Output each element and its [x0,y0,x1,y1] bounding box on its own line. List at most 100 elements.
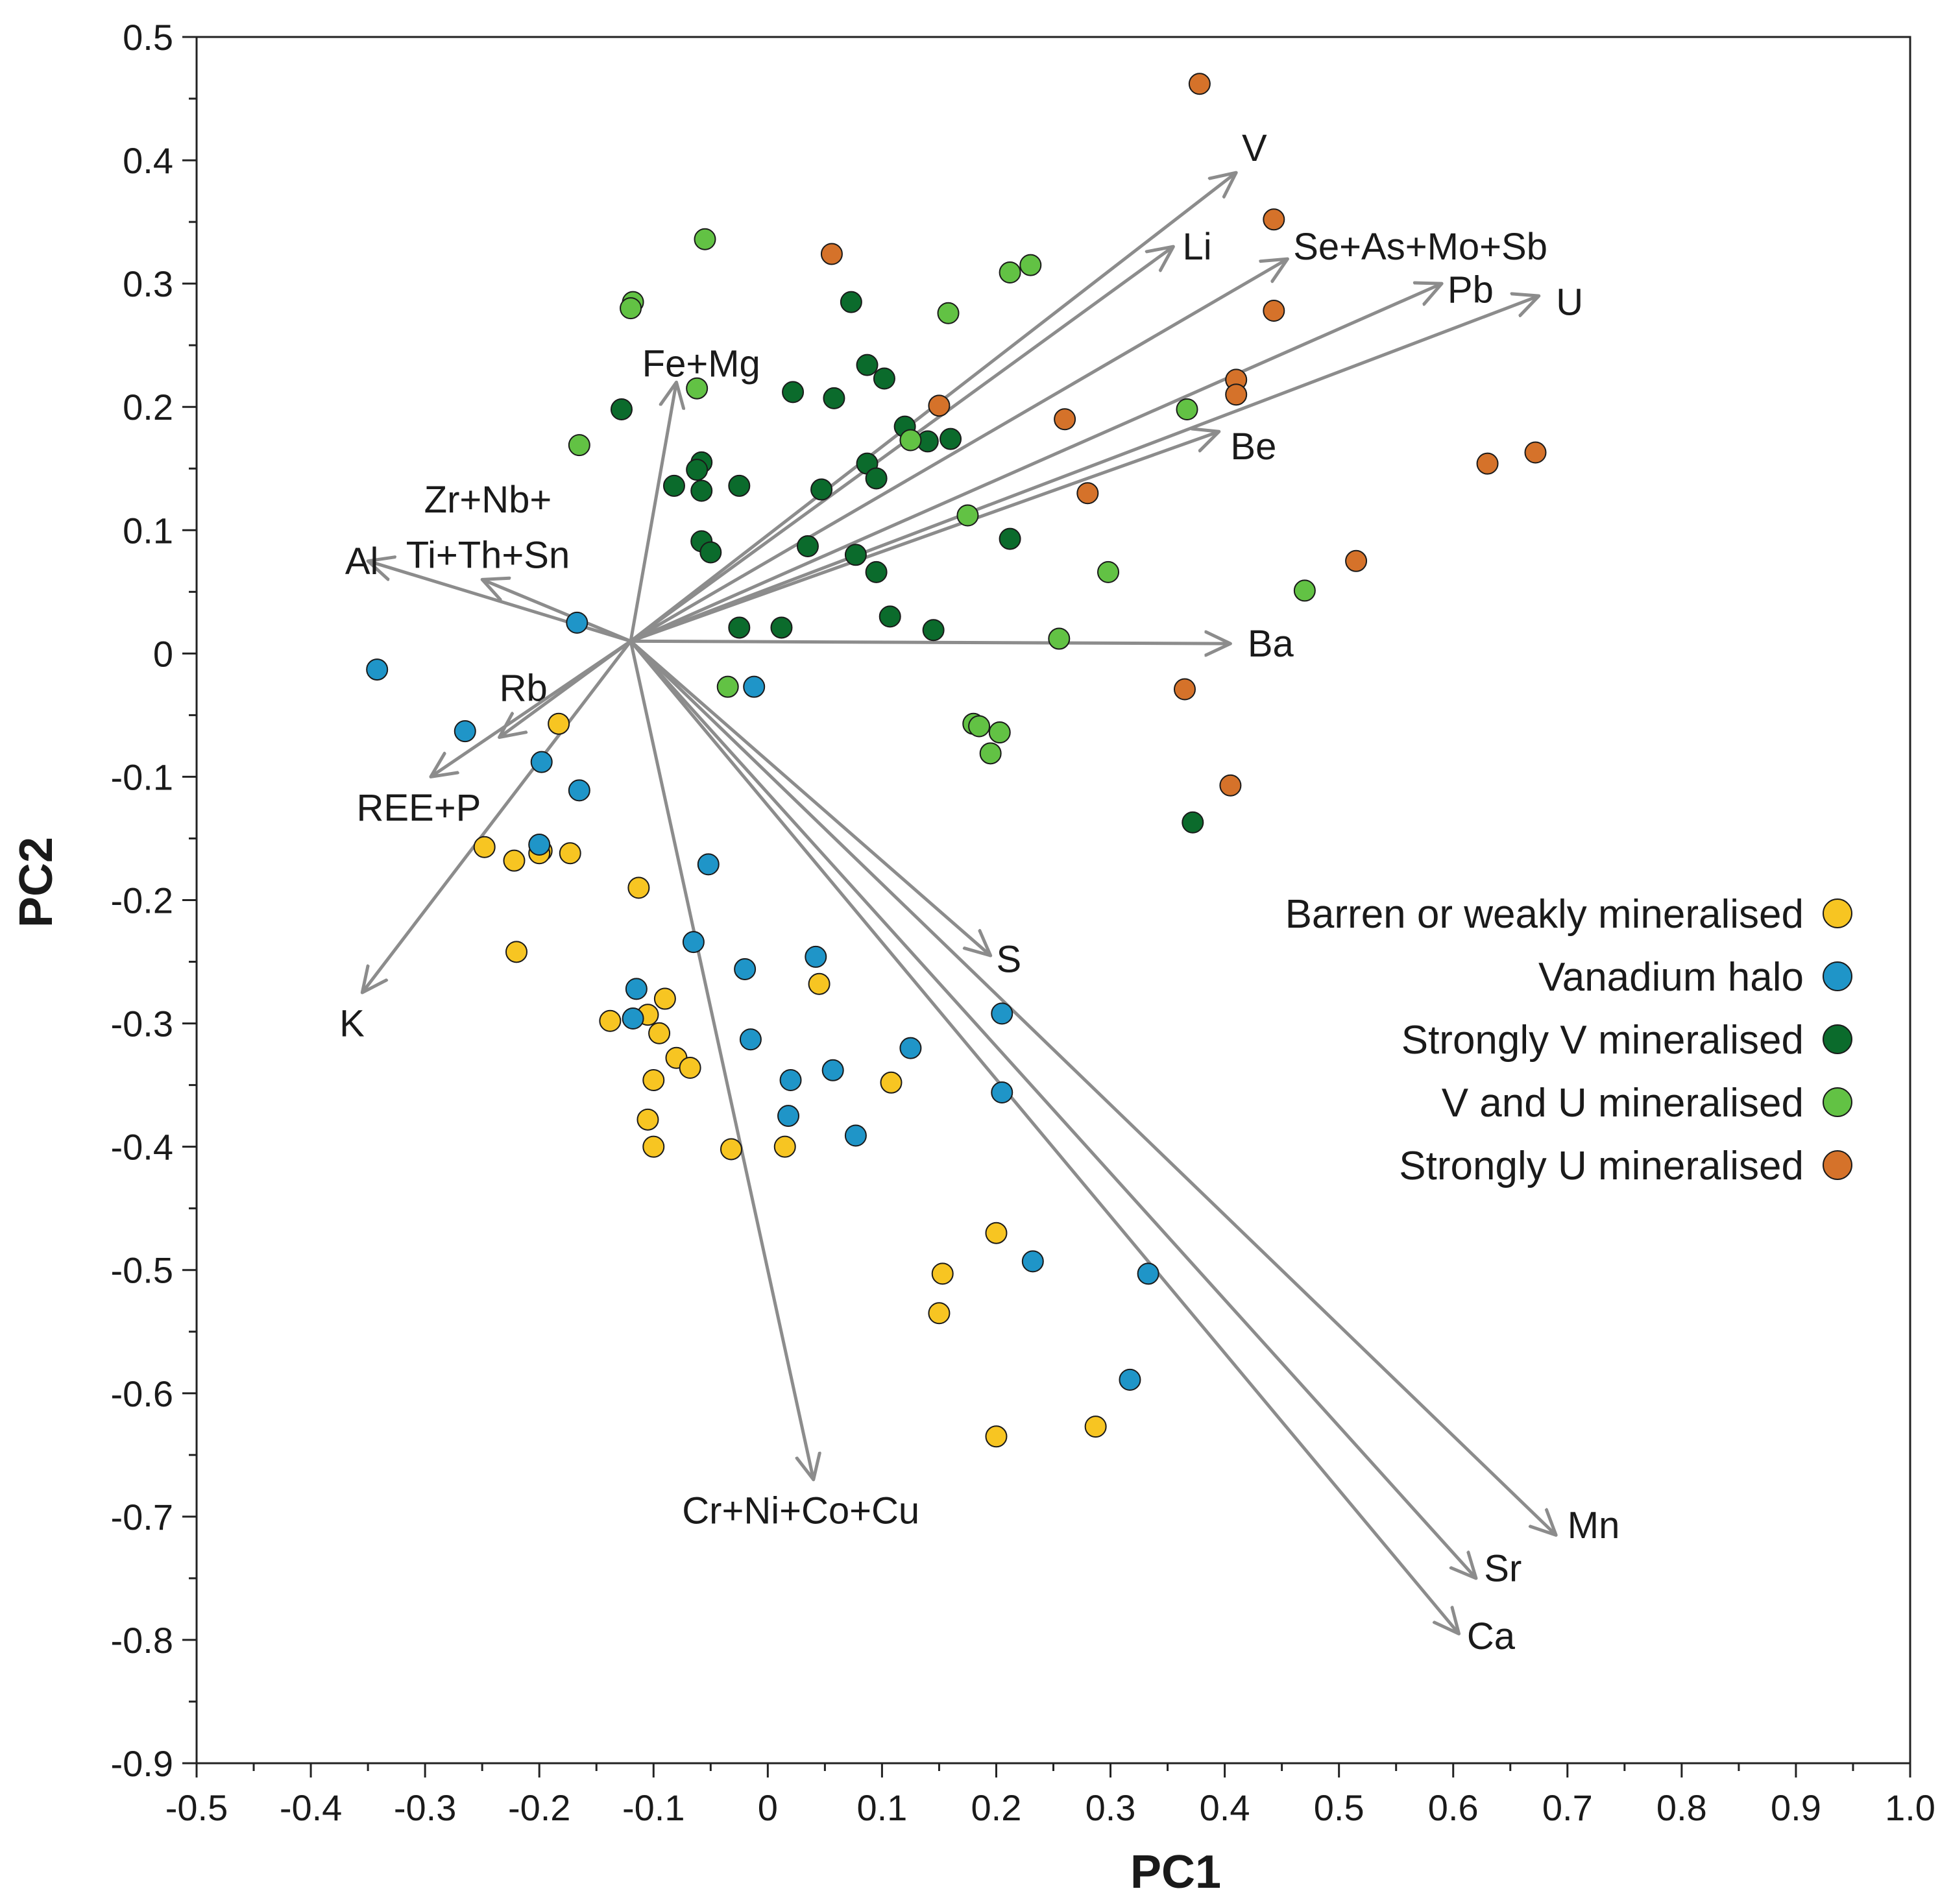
x-tick-label: 0 [758,1787,778,1828]
loading-arrow-se-as-mo-sb [629,259,1287,643]
data-point [1476,452,1499,475]
data-point [559,842,581,865]
data-point [686,377,709,400]
x-tick-label: -0.4 [280,1787,343,1828]
loading-label: Al [345,540,379,583]
data-point [796,535,819,557]
data-point [503,849,526,872]
loading-label: Li [1182,226,1211,268]
x-tick-label: -0.3 [394,1787,457,1828]
data-point [985,1222,1008,1244]
data-point [682,931,705,954]
data-point [899,1037,922,1059]
data-point [840,291,862,313]
data-point [777,1105,800,1127]
data-point [679,1056,701,1079]
loading-arrow-be [630,431,1219,643]
data-point [1119,1368,1141,1391]
data-point [366,658,389,681]
y-tick-label: -0.6 [111,1373,174,1414]
loading-label: V [1242,127,1267,169]
data-point [899,429,922,452]
loading-label: Cr+Ni+Co+Cu [682,1489,919,1532]
legend-marker [1823,1087,1852,1117]
x-tick-label: 0.2 [971,1787,1022,1828]
y-tick-label: -0.5 [111,1250,174,1291]
x-tick-label: 0.3 [1085,1787,1136,1828]
loading-arrow-mn [629,640,1556,1535]
data-point [999,527,1021,550]
data-point [928,394,951,417]
data-point [627,876,650,899]
y-tick-label: 0 [153,633,173,674]
data-point [734,958,757,980]
data-point [922,619,945,642]
x-tick-label: 0.7 [1542,1787,1593,1828]
data-point [770,616,793,639]
loading-arrow-k [362,640,633,993]
data-point [1263,208,1285,231]
data-point [662,474,685,497]
loading-arrow-cr-ni-co-cu [629,640,814,1479]
data-point [991,1081,1013,1104]
data-point [648,1022,671,1044]
data-point [999,261,1021,284]
y-tick-label: 0.1 [123,510,173,551]
legend-marker [1823,1024,1852,1054]
legend-marker [1823,961,1852,991]
x-axis-title: PC1 [1130,1846,1221,1898]
loading-label: Sr [1484,1548,1522,1590]
data-point [568,434,590,457]
data-point [622,1007,644,1030]
data-point [1293,579,1316,602]
data-point [528,833,551,856]
data-point [697,853,720,876]
loading-label: Ba [1248,623,1294,665]
data-point [642,1135,665,1158]
data-point [743,675,766,698]
loading-arrow-zr-nb-ti-th-sn [482,579,632,643]
data-point [956,504,979,527]
loading-label-multiline: Ti+Th+Sn [406,534,570,576]
data-point [856,354,879,376]
data-point [820,243,843,265]
data-point [694,228,716,250]
data-point [566,611,588,634]
loading-label: Pb [1448,269,1494,311]
data-point [454,720,476,743]
data-point [1084,1416,1107,1438]
data-point [810,478,833,501]
y-tick-label: 0.2 [123,387,173,428]
loading-arrow-s [629,640,991,956]
data-point [1524,441,1547,464]
loading-label: Ca [1467,1615,1516,1657]
data-point [979,742,1002,765]
data-points [366,73,1547,1448]
data-point [865,560,888,583]
x-tick-label: -0.1 [622,1787,685,1828]
data-point [844,544,867,566]
legend-label: V and U mineralised [1442,1081,1804,1126]
loading-arrow-u [630,296,1539,643]
data-point [728,616,751,639]
x-tick-label: 0.4 [1200,1787,1250,1828]
loading-label: Fe+Mg [642,343,760,385]
loading-label-multiline: Zr+Nb+ [424,479,552,521]
y-tick-label: -0.9 [111,1743,174,1784]
data-point [931,1262,954,1285]
data-point [637,1108,659,1131]
legend-marker [1823,898,1852,928]
legend-marker [1823,1150,1852,1180]
data-point [699,541,722,564]
y-tick-label: -0.2 [111,880,174,921]
data-point [739,1028,762,1051]
data-point [1182,811,1204,834]
data-point [728,474,751,497]
x-tick-label: 0.5 [1314,1787,1364,1828]
y-tick-label: 0.5 [123,17,173,58]
data-point [716,675,739,698]
data-point [808,972,831,995]
loading-label: U [1556,282,1583,324]
